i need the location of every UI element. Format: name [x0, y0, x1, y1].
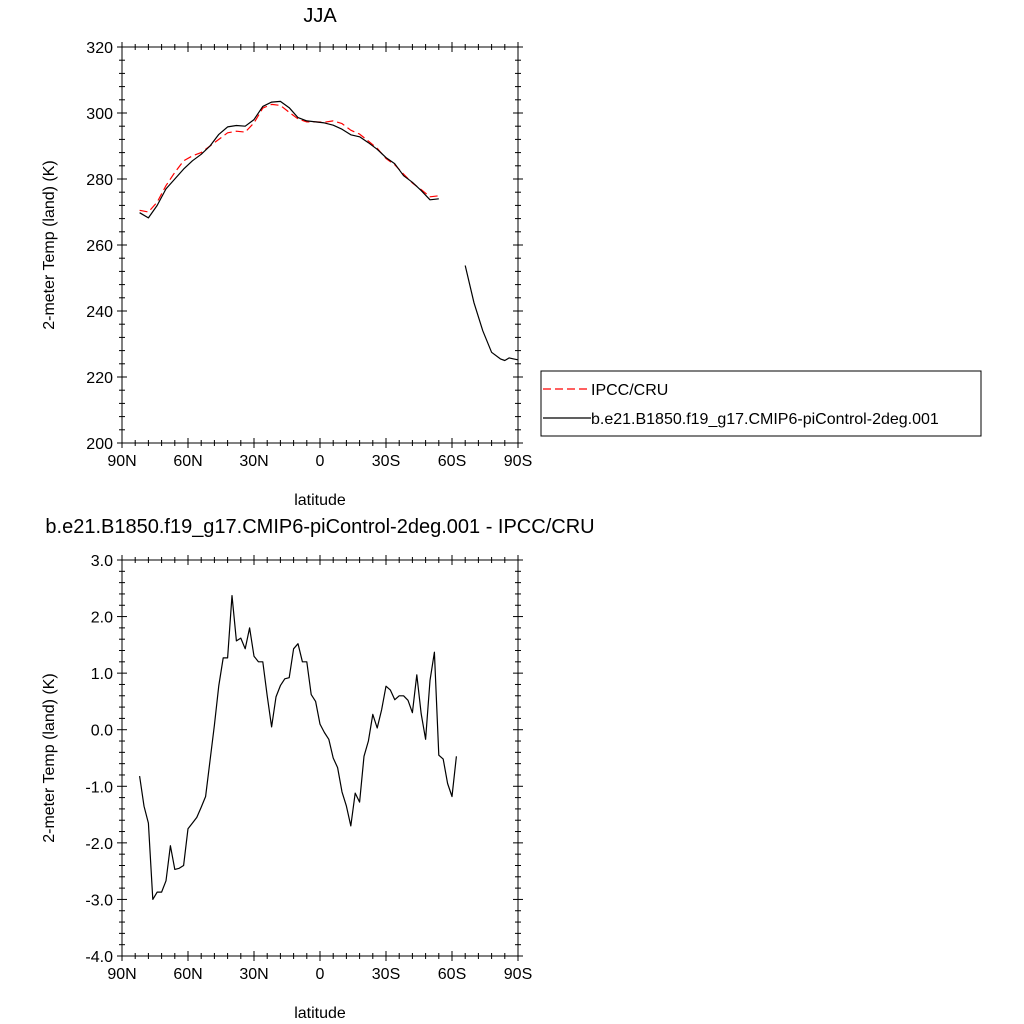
y-tick-label: -4.0: [85, 949, 113, 966]
x-tick-label: 60N: [173, 453, 202, 470]
x-tick-label: 30S: [372, 966, 400, 983]
x-tick-label: 0: [316, 453, 325, 470]
x-tick-label: 90N: [107, 966, 136, 983]
legend-label-model: b.e21.B1850.f19_g17.CMIP6-piControl-2deg…: [591, 411, 939, 428]
y-tick-label: 320: [86, 40, 113, 57]
x-tick-label: 90N: [107, 453, 136, 470]
y-tick-label: -2.0: [85, 836, 113, 853]
x-axis-label: latitude: [294, 492, 346, 509]
chart-title: b.e21.B1850.f19_g17.CMIP6-piControl-2deg…: [45, 516, 594, 538]
series-line: [139, 103, 439, 213]
y-axis-label: 2-meter Temp (land) (K): [41, 160, 58, 330]
series-line: [139, 100, 439, 219]
legend-box: [540, 370, 982, 437]
y-tick-label: 260: [86, 238, 113, 255]
y-tick-label: 300: [86, 106, 113, 123]
temperature-panel: JJA 90N 60N 30N 0 30S 60S 90S 200 220 240 260 280 30…: [41, 5, 532, 509]
x-tick-label: 60S: [438, 966, 466, 983]
plot-frame: [121, 46, 519, 444]
y-tick-label: 220: [86, 370, 113, 387]
y-axis-label: 2-meter Temp (land) (K): [41, 673, 58, 843]
y-tick-label: 2.0: [91, 610, 113, 627]
x-tick-label: 60N: [173, 966, 202, 983]
y-tick-label: 280: [86, 172, 113, 189]
series-line: [139, 594, 457, 901]
series-group: [139, 100, 518, 362]
x-axis-label: latitude: [294, 1005, 346, 1022]
chart-title: JJA: [303, 5, 337, 27]
x-tick-label: 30S: [372, 453, 400, 470]
series-group: [139, 594, 457, 901]
axis-ticks: 90N 60N 30N 0 30S 60S 90S -4.0 -3.0 -2.0 -1.0 0.0 1.…: [85, 553, 532, 983]
x-tick-label: 60S: [438, 453, 466, 470]
y-tick-label: 0.0: [91, 723, 113, 740]
y-tick-label: 240: [86, 304, 113, 321]
y-tick-label: 200: [86, 436, 113, 453]
y-tick-label: -1.0: [85, 779, 113, 796]
x-tick-label: 90S: [504, 966, 532, 983]
y-tick-label: -3.0: [85, 892, 113, 909]
legend-label-ipcc: IPCC/CRU: [591, 382, 668, 399]
series-line: [464, 265, 518, 362]
plot-frame: [121, 559, 519, 957]
x-tick-label: 90S: [504, 453, 532, 470]
axis-ticks: 90N 60N 30N 0 30S 60S 90S 200 220 240 260 280 300 320: [86, 40, 532, 470]
x-tick-label: 0: [316, 966, 325, 983]
y-tick-label: 1.0: [91, 666, 113, 683]
difference-panel: b.e21.B1850.f19_g17.CMIP6-piControl-2deg…: [41, 516, 595, 1022]
x-tick-label: 30N: [239, 966, 268, 983]
x-tick-label: 30N: [239, 453, 268, 470]
y-tick-label: 3.0: [91, 553, 113, 570]
legend: IPCC/CRU b.e21.B1850.f19_g17.CMIP6-piCon…: [540, 370, 982, 437]
